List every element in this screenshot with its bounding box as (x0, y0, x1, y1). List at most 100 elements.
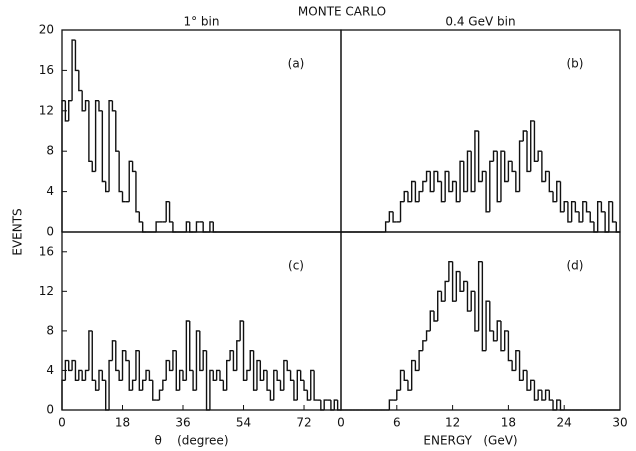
histogram-step (451, 180, 457, 192)
histogram-step (128, 360, 133, 391)
histogram-step (138, 350, 143, 391)
histogram-step (101, 110, 106, 183)
histogram-step (306, 390, 311, 401)
histogram-step (202, 221, 207, 233)
x-tick-label: 6 (393, 416, 401, 430)
histogram-step (399, 369, 405, 391)
histogram-step (459, 160, 464, 202)
histogram-step (485, 171, 490, 213)
histogram-step (455, 181, 461, 203)
histogram-step (548, 171, 554, 193)
histogram-step (175, 350, 180, 391)
histogram-step (425, 330, 431, 341)
histogram-step (88, 100, 93, 162)
histogram-step (437, 171, 442, 183)
histogram-step (111, 100, 116, 112)
histogram-step (559, 181, 565, 213)
histogram-step (249, 349, 254, 371)
histogram-step (477, 260, 483, 331)
histogram-step (68, 360, 73, 372)
histogram-step (286, 360, 291, 372)
histogram-step (111, 340, 116, 361)
histogram-step (515, 349, 520, 371)
histogram-step (414, 181, 420, 203)
histogram-step (61, 379, 66, 410)
histogram-step (559, 400, 565, 411)
histogram-step (511, 360, 516, 372)
histogram-step (574, 201, 580, 213)
histogram-step (515, 171, 520, 193)
histogram-step (448, 260, 453, 282)
histogram-step (518, 140, 524, 192)
histogram-step (209, 221, 214, 232)
y-axis-label: EVENTS (11, 208, 25, 255)
histogram-step (118, 370, 123, 382)
histogram-step (526, 131, 531, 173)
histogram-step (466, 150, 472, 192)
histogram-step (81, 90, 86, 112)
histogram-step (585, 201, 591, 213)
histogram-step (410, 180, 416, 202)
histogram-step (459, 271, 464, 293)
histogram-step (212, 221, 217, 233)
histogram-step (135, 171, 140, 213)
histogram-step (384, 221, 390, 232)
histogram-step (533, 120, 539, 162)
histogram-step (422, 180, 427, 192)
histogram-step (259, 360, 264, 382)
histogram-step (172, 349, 177, 371)
histogram-step (496, 151, 501, 203)
histogram-step (392, 211, 397, 223)
histogram-step (283, 359, 288, 391)
histogram-step (567, 201, 572, 223)
histogram-step (448, 171, 453, 193)
histogram-step (131, 379, 136, 391)
histogram-step (477, 131, 483, 183)
histogram-step (135, 349, 140, 381)
histogram-step (84, 369, 89, 381)
histogram-step (192, 370, 197, 391)
histogram-step (125, 350, 130, 362)
histogram-step (388, 211, 394, 222)
histogram-step (262, 369, 268, 381)
histogram-step (88, 330, 93, 371)
histogram-step (289, 370, 294, 382)
histogram-step (256, 359, 261, 391)
histogram-step (313, 370, 318, 401)
histogram-step (195, 221, 200, 232)
y-tick-label: 4 (46, 184, 54, 198)
histogram-step (407, 380, 412, 391)
histogram-step (522, 130, 527, 142)
histogram-step (98, 369, 103, 391)
histogram-step (78, 70, 83, 92)
x-tick-label: 0 (58, 416, 66, 430)
panel-subtitle: 1° bin (183, 15, 219, 29)
histogram-step (71, 359, 76, 371)
x-tick-label: 36 (175, 416, 190, 430)
x-tick-label: 12 (445, 416, 460, 430)
histogram-step (74, 360, 79, 382)
histogram-step (118, 151, 123, 193)
histogram-step (403, 370, 408, 382)
y-tick-label: 0 (46, 225, 54, 239)
histogram-step (552, 400, 557, 411)
histogram-step (474, 291, 479, 332)
chart-title: MONTE CARLO (298, 5, 386, 19)
histogram-step (333, 399, 338, 410)
histogram-step (182, 370, 187, 382)
histogram-step (544, 170, 550, 182)
histogram-step (165, 359, 170, 381)
histogram-step (440, 291, 446, 302)
histogram-step (485, 300, 490, 351)
histogram-step (399, 201, 405, 222)
x-tick-label: 72 (296, 416, 311, 430)
histogram-step (503, 330, 509, 351)
histogram-step (422, 340, 427, 351)
histogram-step (444, 280, 449, 302)
histogram-step (205, 350, 210, 411)
histogram-step (209, 369, 214, 410)
histogram-step (503, 151, 509, 183)
histogram-step (463, 161, 468, 193)
y-tick-label: 16 (39, 244, 54, 258)
histogram-step (556, 399, 561, 410)
